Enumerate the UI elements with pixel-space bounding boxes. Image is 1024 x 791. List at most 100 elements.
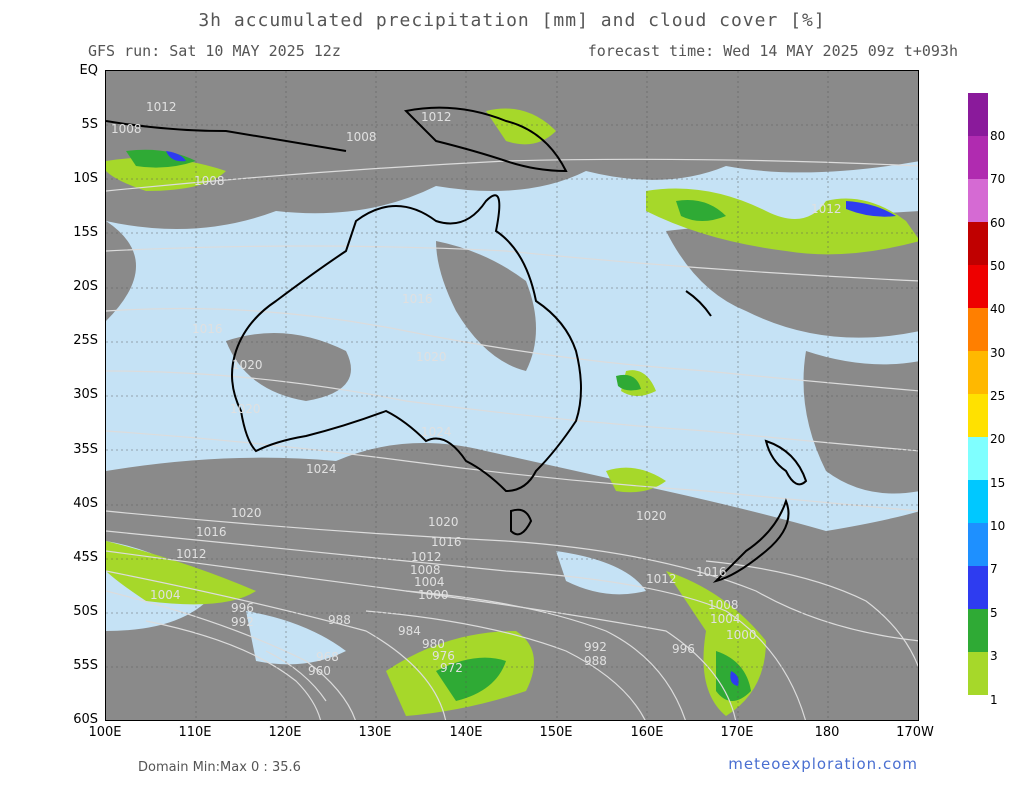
isobar-label: 1020 <box>232 358 263 372</box>
site-credit[interactable]: meteoexploration.com <box>728 755 918 773</box>
isobar-label: 1004 <box>150 588 181 602</box>
lon-label-140e: 140E <box>449 725 483 740</box>
lon-label-160e: 160E <box>630 725 664 740</box>
tasmania-coast <box>510 508 533 536</box>
legend-label-50: 50 <box>990 259 1006 273</box>
isobar-label: 1020 <box>636 509 667 523</box>
isobar-label: 984 <box>398 624 421 638</box>
isobar-label: 972 <box>440 661 463 675</box>
legend-swatch-20 <box>968 394 988 437</box>
indonesia-coast <box>106 120 347 152</box>
isobar-label: 1008 <box>111 122 142 136</box>
legend-label-30: 30 <box>990 346 1006 360</box>
lon-label-120e: 120E <box>268 725 302 740</box>
isobar-label: 1012 <box>811 202 842 216</box>
isobar-label: 1000 <box>726 628 757 642</box>
isobar-label: 992 <box>231 615 254 629</box>
isobar-label: 968 <box>316 650 339 664</box>
legend-label-5: 5 <box>990 606 998 620</box>
isobars <box>106 158 918 720</box>
legend-swatch-15 <box>968 437 988 480</box>
isobar-label: 1008 <box>194 174 225 188</box>
lat-label-55s: 55S <box>73 658 98 673</box>
new-caledonia-coast <box>685 290 712 317</box>
lat-label-eq: EQ <box>79 63 98 78</box>
isobar-label: 1020 <box>231 506 262 520</box>
lat-label-25s: 25S <box>73 333 98 348</box>
isobar-label: 1012 <box>646 572 677 586</box>
legend-swatch-80 <box>968 93 988 136</box>
lat-label-60s: 60S <box>73 712 98 727</box>
domain-minmax: Domain Min:Max 0 : 35.6 <box>138 760 301 775</box>
legend-label-3: 3 <box>990 649 998 663</box>
isobar-label: 1012 <box>421 110 452 124</box>
coastlines <box>106 106 808 583</box>
isobar-label: 988 <box>328 613 351 627</box>
isobar-label: 1016 <box>196 525 227 539</box>
legend-label-25: 25 <box>990 389 1006 403</box>
isobar-label: 1008 <box>346 130 377 144</box>
australia-coast <box>231 194 582 493</box>
lat-label-20s: 20S <box>73 279 98 294</box>
legend-swatch-1 <box>968 652 988 695</box>
lon-label-100e: 100E <box>88 725 122 740</box>
lat-label-45s: 45S <box>73 550 98 565</box>
isobar-label: 1016 <box>402 292 433 306</box>
isobar-label: 1020 <box>428 515 459 529</box>
new-zealand-north <box>764 439 808 486</box>
isobar-label: 1020 <box>416 350 447 364</box>
lat-label-10s: 10S <box>73 171 98 186</box>
legend-swatch-70 <box>968 136 988 179</box>
isobar-label: 1000 <box>418 588 449 602</box>
lat-label-50s: 50S <box>73 604 98 619</box>
lat-label-40s: 40S <box>73 496 98 511</box>
legend-label-60: 60 <box>990 216 1006 230</box>
forecast-label: forecast time: Wed 14 MAY 2025 09z t+093… <box>587 42 958 60</box>
lon-label-180: 180 <box>814 725 840 740</box>
legend-swatch-30 <box>968 308 988 351</box>
isobar-label-group: 1008 1008 1012 1008 1012 1016 1016 1020 … <box>111 100 842 678</box>
isobar-label: 1024 <box>421 425 452 439</box>
isobar-label: 1016 <box>431 535 462 549</box>
lat-label-30s: 30S <box>73 387 98 402</box>
isobar-label: 1016 <box>192 322 223 336</box>
legend-swatch-25 <box>968 351 988 394</box>
isobar-label: 1012 <box>146 100 177 114</box>
legend-label-70: 70 <box>990 172 1006 186</box>
lon-label-170e: 170E <box>720 725 754 740</box>
isobar-label: 960 <box>308 664 331 678</box>
legend-label-10: 10 <box>990 519 1006 533</box>
legend-swatch-50 <box>968 222 988 265</box>
legend-swatch-40 <box>968 265 988 308</box>
legend-label-1: 1 <box>990 693 998 707</box>
legend-swatch-10 <box>968 480 988 523</box>
precipitation-intense <box>166 151 896 686</box>
isobar-label: 1024 <box>306 462 337 476</box>
map-canvas: 1008 1008 1012 1008 1012 1016 1016 1020 … <box>106 71 918 720</box>
isobar-label: 1008 <box>410 563 441 577</box>
new-zealand-south <box>712 498 790 583</box>
lon-label-130e: 130E <box>358 725 392 740</box>
isobar-label: 1020 <box>230 402 261 416</box>
grid <box>106 71 918 720</box>
legend-label-80: 80 <box>990 129 1006 143</box>
legend-label-20: 20 <box>990 432 1006 446</box>
lat-label-35s: 35S <box>73 442 98 457</box>
isobar-label: 1016 <box>696 565 727 579</box>
legend-swatch-7 <box>968 523 988 566</box>
new-guinea-coast <box>403 106 568 173</box>
isobar-label: 1004 <box>414 575 445 589</box>
legend-label-7: 7 <box>990 562 998 576</box>
lon-label-150e: 150E <box>539 725 573 740</box>
legend-swatch-5 <box>968 566 988 609</box>
legend-label-40: 40 <box>990 302 1006 316</box>
isobar-label: 976 <box>432 649 455 663</box>
isobar-label: 1008 <box>708 598 739 612</box>
lat-label-15s: 15S <box>73 225 98 240</box>
isobar-label: 980 <box>422 637 445 651</box>
lon-label-110e: 110E <box>178 725 212 740</box>
weather-map: 1008 1008 1012 1008 1012 1016 1016 1020 … <box>105 70 919 721</box>
isobar-label: 1004 <box>710 612 741 626</box>
legend-swatch-3 <box>968 609 988 652</box>
isobar-label: 988 <box>584 654 607 668</box>
